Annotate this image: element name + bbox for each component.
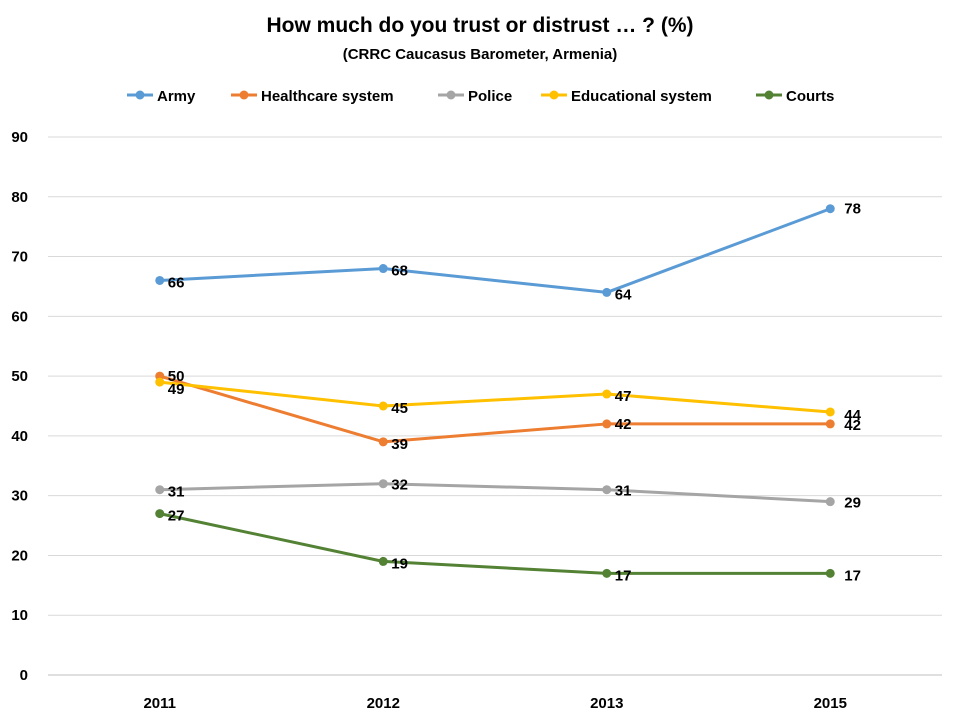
series-line-courts [159,512,831,575]
data-label: 17 [844,567,861,584]
legend-marker [135,90,145,100]
data-point [378,264,388,274]
chart-subtitle: (CRRC Caucasus Barometer, Armenia) [342,46,618,63]
data-point [602,287,612,297]
data-point [155,485,165,495]
y-tick-label: 90 [11,129,28,146]
legend-marker [549,90,559,100]
legend-label: Educational system [571,88,712,105]
data-point [602,485,612,495]
series-line-educational-system [159,380,831,414]
data-point [378,437,388,447]
y-tick-label: 20 [11,547,28,564]
data-labels: 66 68 64 78 50 39 42 42 31 32 31 29 49 45 47 44 27 19 17 17 [168,201,862,585]
series-line-army [159,207,831,294]
data-label: 44 [844,407,861,424]
data-point [825,497,835,507]
data-label: 49 [168,381,185,398]
legend-label: Army [157,88,196,105]
data-label: 19 [391,555,408,572]
legend-marker [446,90,456,100]
legend-label: Police [468,88,512,105]
data-label: 27 [168,508,185,525]
data-point [825,407,835,417]
legend-item-healthcare-system: Healthcare system [231,88,394,105]
data-label: 39 [391,436,408,453]
y-tick-label: 60 [11,308,28,325]
y-tick-label: 0 [20,667,28,684]
legend-label: Healthcare system [261,88,394,105]
data-label: 64 [615,286,632,303]
data-label: 17 [615,567,632,584]
data-label: 68 [391,263,408,280]
data-point [378,401,388,411]
data-label: 31 [615,483,632,500]
x-tick-label: 2013 [590,695,623,712]
y-tick-label: 70 [11,249,28,266]
series-line-healthcare-system [159,374,831,444]
data-point [825,419,835,429]
data-point [825,204,835,214]
data-label: 42 [844,417,861,434]
data-label: 42 [615,416,632,433]
data-point [378,556,388,566]
data-label: 66 [168,274,185,291]
data-point [602,568,612,578]
data-label: 50 [168,368,185,385]
legend-label: Courts [786,88,834,105]
y-tick-label: 10 [11,607,28,624]
chart-title: How much do you trust or distrust … ? (%… [266,14,694,37]
y-tick-label: 30 [11,488,28,505]
data-label: 32 [391,477,408,494]
data-label: 45 [391,400,408,417]
y-tick-label: 50 [11,368,28,385]
x-tick-label: 2011 [143,695,176,712]
data-point [602,389,612,399]
y-tick-label: 40 [11,428,28,445]
axes: 0 10 20 30 40 50 60 70 80 90 2011 2012 2013 2015 [11,129,847,712]
data-point [155,275,165,285]
data-point [825,568,835,578]
legend-item-police: Police [438,88,512,105]
x-tick-label: 2012 [367,695,400,712]
y-tick-label: 80 [11,189,28,206]
legend: Army Healthcare system Police Educational s… [127,88,834,105]
series [155,204,835,578]
data-point [602,419,612,429]
legend-marker [239,90,249,100]
data-label: 78 [844,201,861,218]
legend-item-courts: Courts [756,88,834,105]
data-label: 47 [615,388,632,405]
legend-item-army: Army [127,88,196,105]
data-point [378,479,388,489]
data-point [155,509,165,519]
data-label: 31 [168,484,185,501]
legend-item-educational-system: Educational system [541,88,712,105]
data-point [155,377,165,387]
data-label: 29 [844,495,861,512]
series-line-police [159,482,831,504]
legend-marker [764,90,774,100]
gridlines [48,136,942,676]
x-tick-label: 2015 [814,695,847,712]
